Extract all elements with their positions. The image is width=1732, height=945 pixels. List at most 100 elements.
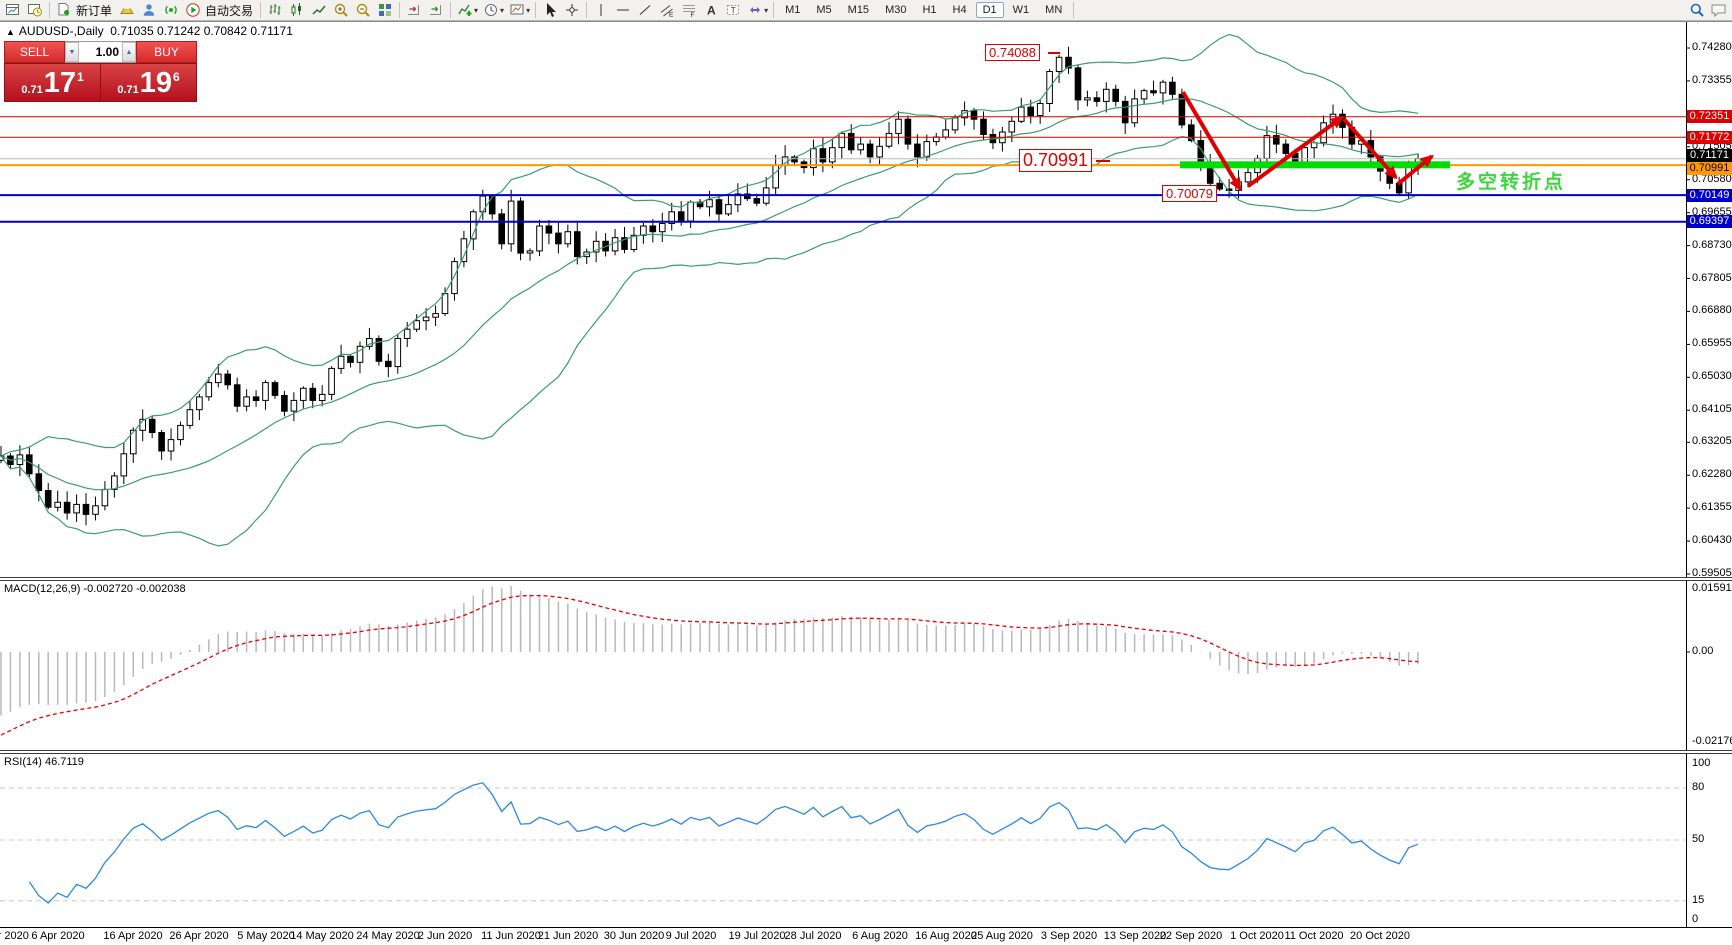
- date-label: 1 Oct 2020: [1230, 930, 1284, 942]
- date-label: 22 Sep 2020: [1159, 930, 1223, 942]
- date-label: 3 Sep 2020: [1040, 930, 1098, 942]
- time-axis-line[interactable]: [0, 927, 1732, 928]
- price-tick: 0.59505: [1692, 567, 1732, 579]
- timeframe-H1[interactable]: H1: [922, 4, 937, 16]
- peak-price-label[interactable]: 0.74088: [985, 44, 1040, 61]
- price-tick: 0.70580: [1692, 173, 1732, 185]
- timeframe-M30[interactable]: M30: [885, 4, 907, 16]
- low-price-label[interactable]: 0.70079: [1162, 185, 1217, 202]
- price-tick: 0.74280: [1692, 41, 1732, 53]
- turning-point-note[interactable]: 多空转折点: [1456, 172, 1567, 193]
- auto-trading-icon[interactable]: [182, 1, 204, 19]
- timeframe-D1[interactable]: D1: [975, 2, 1004, 18]
- chart-plot[interactable]: ▲ AUDUSD-,Daily 0.71035 0.71242 0.70842 0…: [0, 21, 1732, 945]
- bar-chart-icon[interactable]: [264, 1, 286, 19]
- chart-shift-button[interactable]: [403, 1, 425, 19]
- zoom-in-button[interactable]: [330, 1, 352, 19]
- cursor-button[interactable]: [539, 1, 561, 19]
- price-axis-line[interactable]: [1686, 22, 1687, 928]
- macd-pane-separator[interactable]: [0, 577, 1732, 581]
- timeframe-W1[interactable]: W1: [1012, 4, 1030, 16]
- community-icon[interactable]: [138, 1, 160, 19]
- price-tick: 0.60430: [1692, 534, 1732, 546]
- arrows-tool[interactable]: [744, 1, 766, 19]
- auto-scroll-button[interactable]: [425, 1, 447, 19]
- templates-button[interactable]: [506, 1, 528, 19]
- new-order-button[interactable]: 新订单: [76, 3, 113, 18]
- date-label: 14 May 2020: [290, 930, 354, 942]
- arrows-caret-icon[interactable]: ▾: [764, 5, 769, 15]
- price-tick: 0.65955: [1692, 337, 1732, 349]
- fibonacci-tool[interactable]: F: [678, 1, 700, 19]
- timeframe-M5[interactable]: M5: [816, 4, 832, 16]
- date-label: 28 Jul 2020: [784, 930, 842, 942]
- support-price-label[interactable]: 0.70991: [1019, 149, 1093, 172]
- toolbar-separator: [1073, 2, 1075, 18]
- price-tick: 0.65030: [1692, 370, 1732, 382]
- buy-price-pip: 6: [173, 70, 180, 84]
- indicators-caret-icon[interactable]: ▾: [474, 5, 479, 15]
- gold-icon[interactable]: [116, 1, 138, 19]
- price-tick: 0.68730: [1692, 239, 1732, 251]
- zoom-out-button[interactable]: [352, 1, 374, 19]
- crosshair-button[interactable]: [561, 1, 583, 19]
- peak-label-tail: [1048, 52, 1060, 54]
- tile-windows-button[interactable]: [374, 1, 396, 19]
- timeframe-H4[interactable]: H4: [952, 4, 967, 16]
- buy-price[interactable]: 0.71 19 6: [101, 64, 196, 101]
- one-click-toggle-icon[interactable]: ▲: [6, 27, 15, 37]
- rsi-pane-separator[interactable]: [0, 750, 1732, 754]
- rsi-label: RSI(14) 46.7119: [4, 756, 84, 768]
- text-tool[interactable]: A: [700, 1, 722, 19]
- line-chart-icon[interactable]: [308, 1, 330, 19]
- macd-value: -0.002720: [83, 583, 134, 595]
- price-tick: 0.64105: [1692, 403, 1732, 415]
- indicators-button[interactable]: [454, 1, 476, 19]
- axis-badge: 0.72351: [1687, 110, 1732, 123]
- auto-trading-button[interactable]: 自动交易: [205, 3, 254, 18]
- sell-button[interactable]: SELL: [4, 41, 65, 63]
- new-chart-button[interactable]: [2, 1, 24, 19]
- macd-tick: 0.015912: [1692, 582, 1732, 594]
- axis-badge: 0.69397: [1687, 215, 1732, 228]
- profiles-button[interactable]: [24, 1, 46, 19]
- volume-input[interactable]: [79, 42, 122, 62]
- volume-down-button[interactable]: ▼: [65, 42, 79, 62]
- periods-caret-icon[interactable]: ▾: [500, 5, 505, 15]
- templates-caret-icon[interactable]: ▾: [526, 5, 531, 15]
- date-label: 16 Aug 2020: [915, 930, 977, 942]
- trendline-tool[interactable]: [634, 1, 656, 19]
- buy-button[interactable]: BUY: [136, 41, 197, 63]
- support-label-tail: [1096, 160, 1110, 162]
- volume-stepper: ▼ ▲: [65, 41, 136, 63]
- chart-top-border: [0, 21, 1732, 22]
- timeframe-M1[interactable]: M1: [785, 4, 801, 16]
- vertical-line-tool[interactable]: [590, 1, 612, 19]
- date-label: 13 Sep 2020: [1103, 930, 1167, 942]
- buy-price-prefix: 0.71: [117, 84, 139, 96]
- toolbar-separator: [535, 2, 537, 18]
- timeframe-MN[interactable]: MN: [1045, 4, 1063, 16]
- text-label-tool[interactable]: T: [722, 1, 744, 19]
- date-label: 19 Jul 2020: [728, 930, 786, 942]
- price-tick: 0.61355: [1692, 501, 1732, 513]
- equidistant-channel-tool[interactable]: E: [656, 1, 678, 19]
- search-icon[interactable]: [1686, 1, 1708, 19]
- timeframe-M15[interactable]: M15: [847, 4, 870, 16]
- date-label: 24 May 2020: [356, 930, 420, 942]
- candlestick-chart-icon[interactable]: [286, 1, 308, 19]
- chart-canvas[interactable]: [0, 21, 1732, 945]
- date-label: 20 Oct 2020: [1350, 930, 1410, 942]
- date-label: 6 Aug 2020: [852, 930, 908, 942]
- symbol-ohlc: 0.71035 0.71242 0.70842 0.71171: [110, 24, 293, 38]
- macd-signal-value: -0.002038: [136, 583, 186, 595]
- horizontal-line-tool[interactable]: [612, 1, 634, 19]
- signals-icon[interactable]: [160, 1, 182, 19]
- new-order-icon[interactable]: [53, 1, 75, 19]
- volume-up-button[interactable]: ▲: [122, 42, 136, 62]
- sell-price[interactable]: 0.71 17 1: [5, 64, 100, 101]
- periods-button[interactable]: [480, 1, 502, 19]
- chat-icon[interactable]: [1708, 1, 1730, 19]
